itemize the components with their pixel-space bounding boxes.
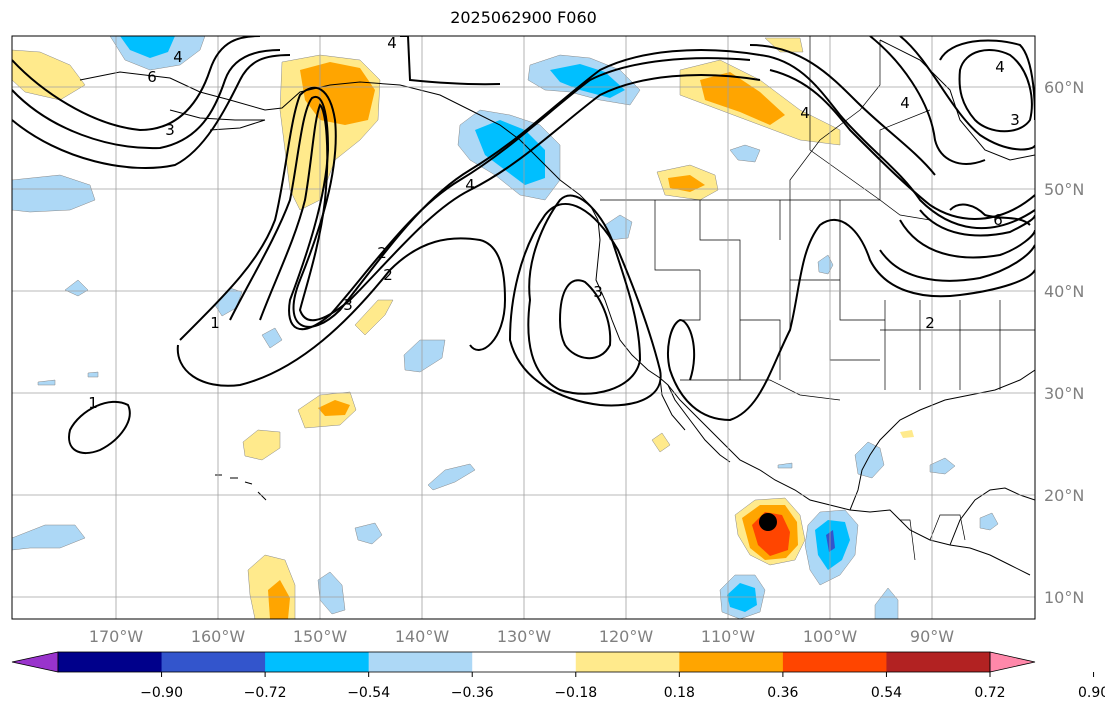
contour-label: 3 [343,296,353,314]
lon-label: 160°W [191,627,246,646]
negative-anomaly-region [427,463,476,491]
lat-label: 20°N [1044,486,1084,505]
lat-label: 50°N [1044,180,1084,199]
contour-label: 2 [925,314,935,332]
colorbar-tick-label: −0.36 [451,685,494,701]
contour-label: 3 [1010,111,1020,129]
negative-anomaly-region [826,530,835,552]
colorbar-cell [161,652,266,672]
contour-label: 6 [993,211,1003,229]
lon-label: 110°W [701,627,756,646]
latitude-labels: 60°N 50°N 40°N 30°N 20°N 10°N [1044,78,1084,607]
longitude-labels: 170°W 160°W 150°W 140°W 130°W 120°W 110°… [89,627,954,646]
contour-label: 2 [383,266,393,284]
lat-label: 10°N [1044,588,1084,607]
lon-label: 130°W [497,627,552,646]
positive-anomaly-region [268,580,290,619]
negative-anomaly-region [12,174,96,213]
contour-label: 4 [387,34,397,52]
colorbar-frame [57,651,991,673]
lon-label: 100°W [803,627,858,646]
colorbar-cell [265,652,370,672]
negative-anomaly-region [874,587,899,619]
negative-anomaly-region [777,462,793,469]
contour-label: 4 [173,48,183,66]
colorbar-cell [472,652,577,672]
contour-label: 3 [165,121,175,139]
negative-anomaly-region [929,457,956,475]
political-borders [600,36,1035,561]
contour-label: 3 [593,283,603,301]
map-panel: 4 4 6 4 3 4 2 3 2 1 3 1 4 4 3 2 6 [12,34,1035,619]
colorbar-tick-label: 0.54 [871,685,902,701]
colorbar-cell [575,652,680,672]
negative-anomaly-region [87,371,99,378]
map-frame [11,35,1036,620]
positive-anomaly-region [651,432,671,453]
colorbar-extend-high [989,651,1036,673]
negative-anomaly-region [727,583,757,612]
colorbar-tick-label: −0.18 [554,685,597,701]
graticule [12,36,1035,619]
colorbar-tick-label: 0.90 [1078,685,1105,701]
negative-anomaly-region [261,327,283,349]
positive-anomaly-region [700,72,785,125]
positive-anomaly-region [318,400,350,416]
colorbar-cell [368,652,473,672]
colorbar-tick-label: −0.72 [244,685,287,701]
lon-label: 90°W [910,627,954,646]
colorbar-cell [782,652,887,672]
colorbar-cell [679,652,784,672]
negative-anomaly-region [12,524,86,551]
colorbar-cell [886,652,991,672]
positive-anomaly-region [12,49,86,101]
colorbar-tick-label: 0.72 [974,685,1005,701]
positive-anomaly-region [668,175,705,192]
positive-anomaly-region [242,429,281,461]
colorbar-cell [58,652,163,672]
contour-label: 6 [147,68,157,86]
storm-center-marker [759,513,777,531]
negative-anomaly-region [120,36,175,58]
negative-anomaly-region [37,379,56,386]
contour-label: 4 [900,94,910,112]
contour-label: 1 [88,394,98,412]
lat-label: 40°N [1044,282,1084,301]
lon-label: 140°W [395,627,450,646]
positive-anomaly-region [900,430,914,438]
lon-label: 120°W [599,627,654,646]
colorbar-tick-label: 0.36 [767,685,798,701]
negative-anomaly-region [729,144,761,163]
height-contours [12,36,1035,455]
lon-label: 150°W [293,627,348,646]
positive-anomaly-region [354,299,394,336]
lat-label: 30°N [1044,384,1084,403]
negative-anomaly-region [817,254,834,275]
contour-label: 2 [377,244,387,262]
lon-label: 170°W [89,627,144,646]
negative-anomaly-region [475,120,545,185]
negative-anomaly-region [979,512,999,531]
contour-label: 4 [465,176,475,194]
map-title: 2025062900 F060 [450,8,597,27]
colorbar: −0.90 −0.72 −0.54 −0.36 −0.18 0.18 0.36 0.54 0.7… [11,651,1105,701]
contour-label: 4 [800,104,810,122]
contour-label: 1 [210,314,220,332]
negative-anomaly-region [64,279,89,297]
colorbar-extend-low [11,651,59,673]
contour-labels: 4 4 6 4 3 4 2 3 2 1 3 1 4 4 3 2 6 [88,34,1020,412]
contour-label: 4 [995,58,1005,76]
lat-label: 60°N [1044,78,1084,97]
anomaly-shading [12,36,999,619]
negative-anomaly-region [354,522,383,545]
negative-anomaly-region [403,339,446,373]
colorbar-tick-label: −0.90 [140,685,183,701]
colorbar-tick-label: 0.18 [664,685,695,701]
colorbar-tick-label: −0.54 [347,685,390,701]
